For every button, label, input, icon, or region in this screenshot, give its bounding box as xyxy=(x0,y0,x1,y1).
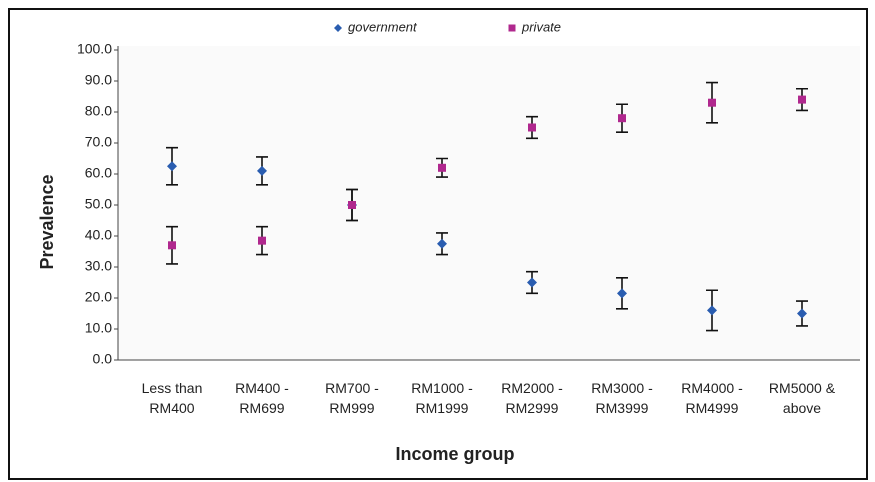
point xyxy=(617,288,627,299)
y-tick-label: 50.0 xyxy=(85,196,112,212)
y-tick-label: 80.0 xyxy=(85,103,112,119)
legend-label: private xyxy=(521,19,561,34)
legend-label: government xyxy=(348,19,418,34)
x-tick-label: RM400 - RM699 xyxy=(235,380,289,416)
point xyxy=(707,305,717,316)
y-tick-label: 100.0 xyxy=(77,41,112,57)
point xyxy=(258,236,266,245)
y-tick-label: 70.0 xyxy=(85,134,112,150)
point xyxy=(528,123,536,132)
point xyxy=(527,277,537,288)
point xyxy=(257,165,267,176)
point xyxy=(348,201,356,209)
x-tick-label: RM3000 - RM3999 xyxy=(591,380,653,416)
x-axis-title: Income group xyxy=(395,444,514,464)
y-tick-label: 30.0 xyxy=(85,258,112,274)
x-tick-label: RM2000 - RM2999 xyxy=(501,380,563,416)
y-tick-label: 40.0 xyxy=(85,227,112,243)
y-tick-label: 60.0 xyxy=(85,165,112,181)
x-tick-label: RM5000 & above xyxy=(768,380,836,416)
legend-marker xyxy=(334,24,342,32)
point xyxy=(797,308,807,319)
point xyxy=(168,241,176,250)
point xyxy=(167,161,177,172)
point xyxy=(437,238,447,249)
x-tick-label: RM1000 - RM1999 xyxy=(411,380,473,416)
point xyxy=(708,98,716,107)
y-tick-label: 10.0 xyxy=(85,320,112,336)
x-tick-label: RM4000 - RM4999 xyxy=(681,380,743,416)
point xyxy=(618,114,626,123)
frame xyxy=(8,8,868,480)
point xyxy=(798,95,806,104)
y-tick-label: 20.0 xyxy=(85,289,112,305)
legend-marker xyxy=(508,24,516,32)
y-tick-label: 0.0 xyxy=(93,351,113,367)
x-tick-label: Less than RM400 xyxy=(141,380,203,416)
plot-area xyxy=(118,46,860,360)
x-tick-label: RM700 - RM999 xyxy=(325,380,379,416)
y-axis-title: Prevalence xyxy=(37,174,57,269)
y-tick-label: 90.0 xyxy=(85,72,112,88)
point xyxy=(438,163,446,172)
